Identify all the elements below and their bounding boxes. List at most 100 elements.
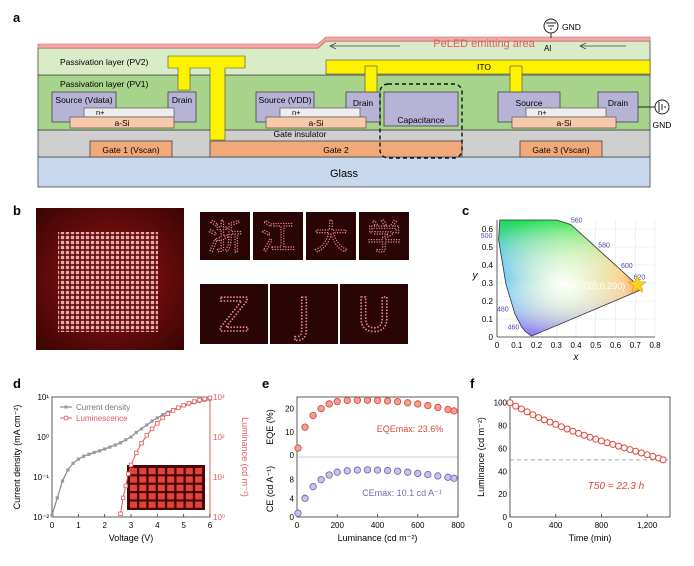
x-tick-label: 600 <box>411 521 425 530</box>
panel-label-b: b <box>13 203 21 218</box>
current-density-point <box>97 449 101 453</box>
panel-label-e: e <box>262 376 269 391</box>
y2-tick-label: 10⁰ <box>213 513 225 522</box>
ce-point <box>414 469 422 478</box>
t50-annotation: T50 = 22.3 h <box>588 481 645 492</box>
letter-glyph: Z <box>218 288 250 342</box>
x-tick-label: 0 <box>295 521 300 530</box>
ce-point <box>333 468 341 476</box>
luminance-decay-point <box>603 439 611 447</box>
luminance-point <box>149 426 155 432</box>
current-density-point <box>92 450 96 455</box>
luminance-point <box>126 471 131 477</box>
al-label: Al <box>544 44 551 53</box>
tft3-asi-label: a-Si <box>556 118 571 128</box>
ce-point <box>325 471 333 479</box>
gnd-top-label: GND <box>562 22 581 32</box>
letter-tile <box>200 284 268 344</box>
tft1-asi-label: a-Si <box>114 118 129 128</box>
x-tick-label: 1,200 <box>637 521 658 530</box>
al-electrode <box>37 36 651 49</box>
capacitor-electrode <box>383 91 459 127</box>
gate-1 <box>89 140 173 158</box>
panel-label-c: c <box>462 203 469 218</box>
emitting-area-label: PeLED emitting area <box>433 38 535 50</box>
ce-point <box>309 483 317 491</box>
x-axis-label: x <box>573 352 580 363</box>
inset-pixel <box>185 493 193 500</box>
y-axis-label: Luminance (cd m⁻²) <box>476 417 486 497</box>
inset-pixel <box>139 468 147 475</box>
inset-pixel <box>157 476 165 483</box>
eqe-point <box>325 400 333 408</box>
luminance-point <box>120 495 126 501</box>
x-tick-label: 0.1 <box>511 341 523 350</box>
tft3-drain-label: Drain <box>608 98 629 108</box>
gnd-right-icon <box>654 99 670 115</box>
inset-pixel <box>185 468 193 475</box>
y-tick-label: 0 <box>489 333 494 342</box>
inset-pixel <box>167 476 175 483</box>
ce-tick-label: 0 <box>290 513 295 522</box>
character-glyph: 江 <box>261 218 295 258</box>
x-tick-label: 800 <box>595 521 609 530</box>
legend-label: Current density <box>76 403 130 412</box>
luminance-decay-point <box>563 425 571 433</box>
y-tick-label: 10¹ <box>37 393 49 402</box>
y-tick-label: 60 <box>498 444 507 453</box>
eqe-axis-label: EQE (%) <box>265 409 275 445</box>
ce-point <box>383 466 392 475</box>
tft1-drain-label: Drain <box>172 95 193 105</box>
inset-photo <box>127 465 205 510</box>
y-tick-label: 0.6 <box>482 225 494 234</box>
inset-pixel <box>167 501 175 508</box>
ce-point <box>444 473 452 481</box>
luminance-decay-point <box>620 444 628 452</box>
luminance-decay-point <box>632 447 640 455</box>
inset-pixel <box>130 501 137 508</box>
gate-insulator-label: Gate insulator <box>274 129 327 139</box>
x-tick-label: 3 <box>129 521 134 530</box>
eqe-point <box>383 397 392 405</box>
y-tick-label: 10⁰ <box>37 433 49 442</box>
inset-pixel <box>130 468 137 475</box>
tft2-asi <box>265 116 367 129</box>
glass-label: Glass <box>330 168 359 180</box>
inset-pixel <box>185 484 193 491</box>
y-tick-label: 10⁻¹ <box>33 473 49 482</box>
y2-tick-label: 10¹ <box>213 473 225 482</box>
wavelength-label: 460 <box>508 325 520 332</box>
inset-pixel <box>176 484 184 491</box>
luminance-point <box>165 411 171 417</box>
inset-pixel <box>139 484 147 491</box>
inset-pixel <box>176 476 184 483</box>
eqe-point <box>309 411 317 420</box>
x-tick-label: 2 <box>102 521 107 530</box>
y-axis-label: y <box>472 271 479 282</box>
ce-axis-label: CE (cd A⁻¹) <box>265 466 275 512</box>
letter-tile <box>340 284 408 344</box>
ce-point <box>301 494 309 502</box>
led-pixel-grid <box>58 232 158 332</box>
luminance-point <box>123 483 128 489</box>
current-density-point <box>50 513 54 517</box>
current-density-point <box>76 457 80 461</box>
luminance-decay-point <box>592 435 600 443</box>
x-tick-label: 200 <box>331 521 345 530</box>
inset-pixel <box>195 493 203 500</box>
x-tick-label: 400 <box>371 521 385 530</box>
luminance-decay-point <box>517 405 525 413</box>
eqe-annotation: EQEmax: 23.6% <box>377 424 444 434</box>
plot-frame <box>509 396 671 518</box>
current-density-point <box>113 443 117 447</box>
current-density-point <box>139 427 144 431</box>
inset-pixel <box>185 476 193 483</box>
luminance-point <box>191 399 197 404</box>
x-axis-label: Luminance (cd m⁻²) <box>338 533 418 543</box>
x-tick-label: 0.3 <box>551 341 563 350</box>
spectral-locus <box>498 219 643 337</box>
current-density-point <box>108 445 112 449</box>
wavelength-label: 600 <box>621 263 633 270</box>
x-tick-label: 0.5 <box>590 341 602 350</box>
